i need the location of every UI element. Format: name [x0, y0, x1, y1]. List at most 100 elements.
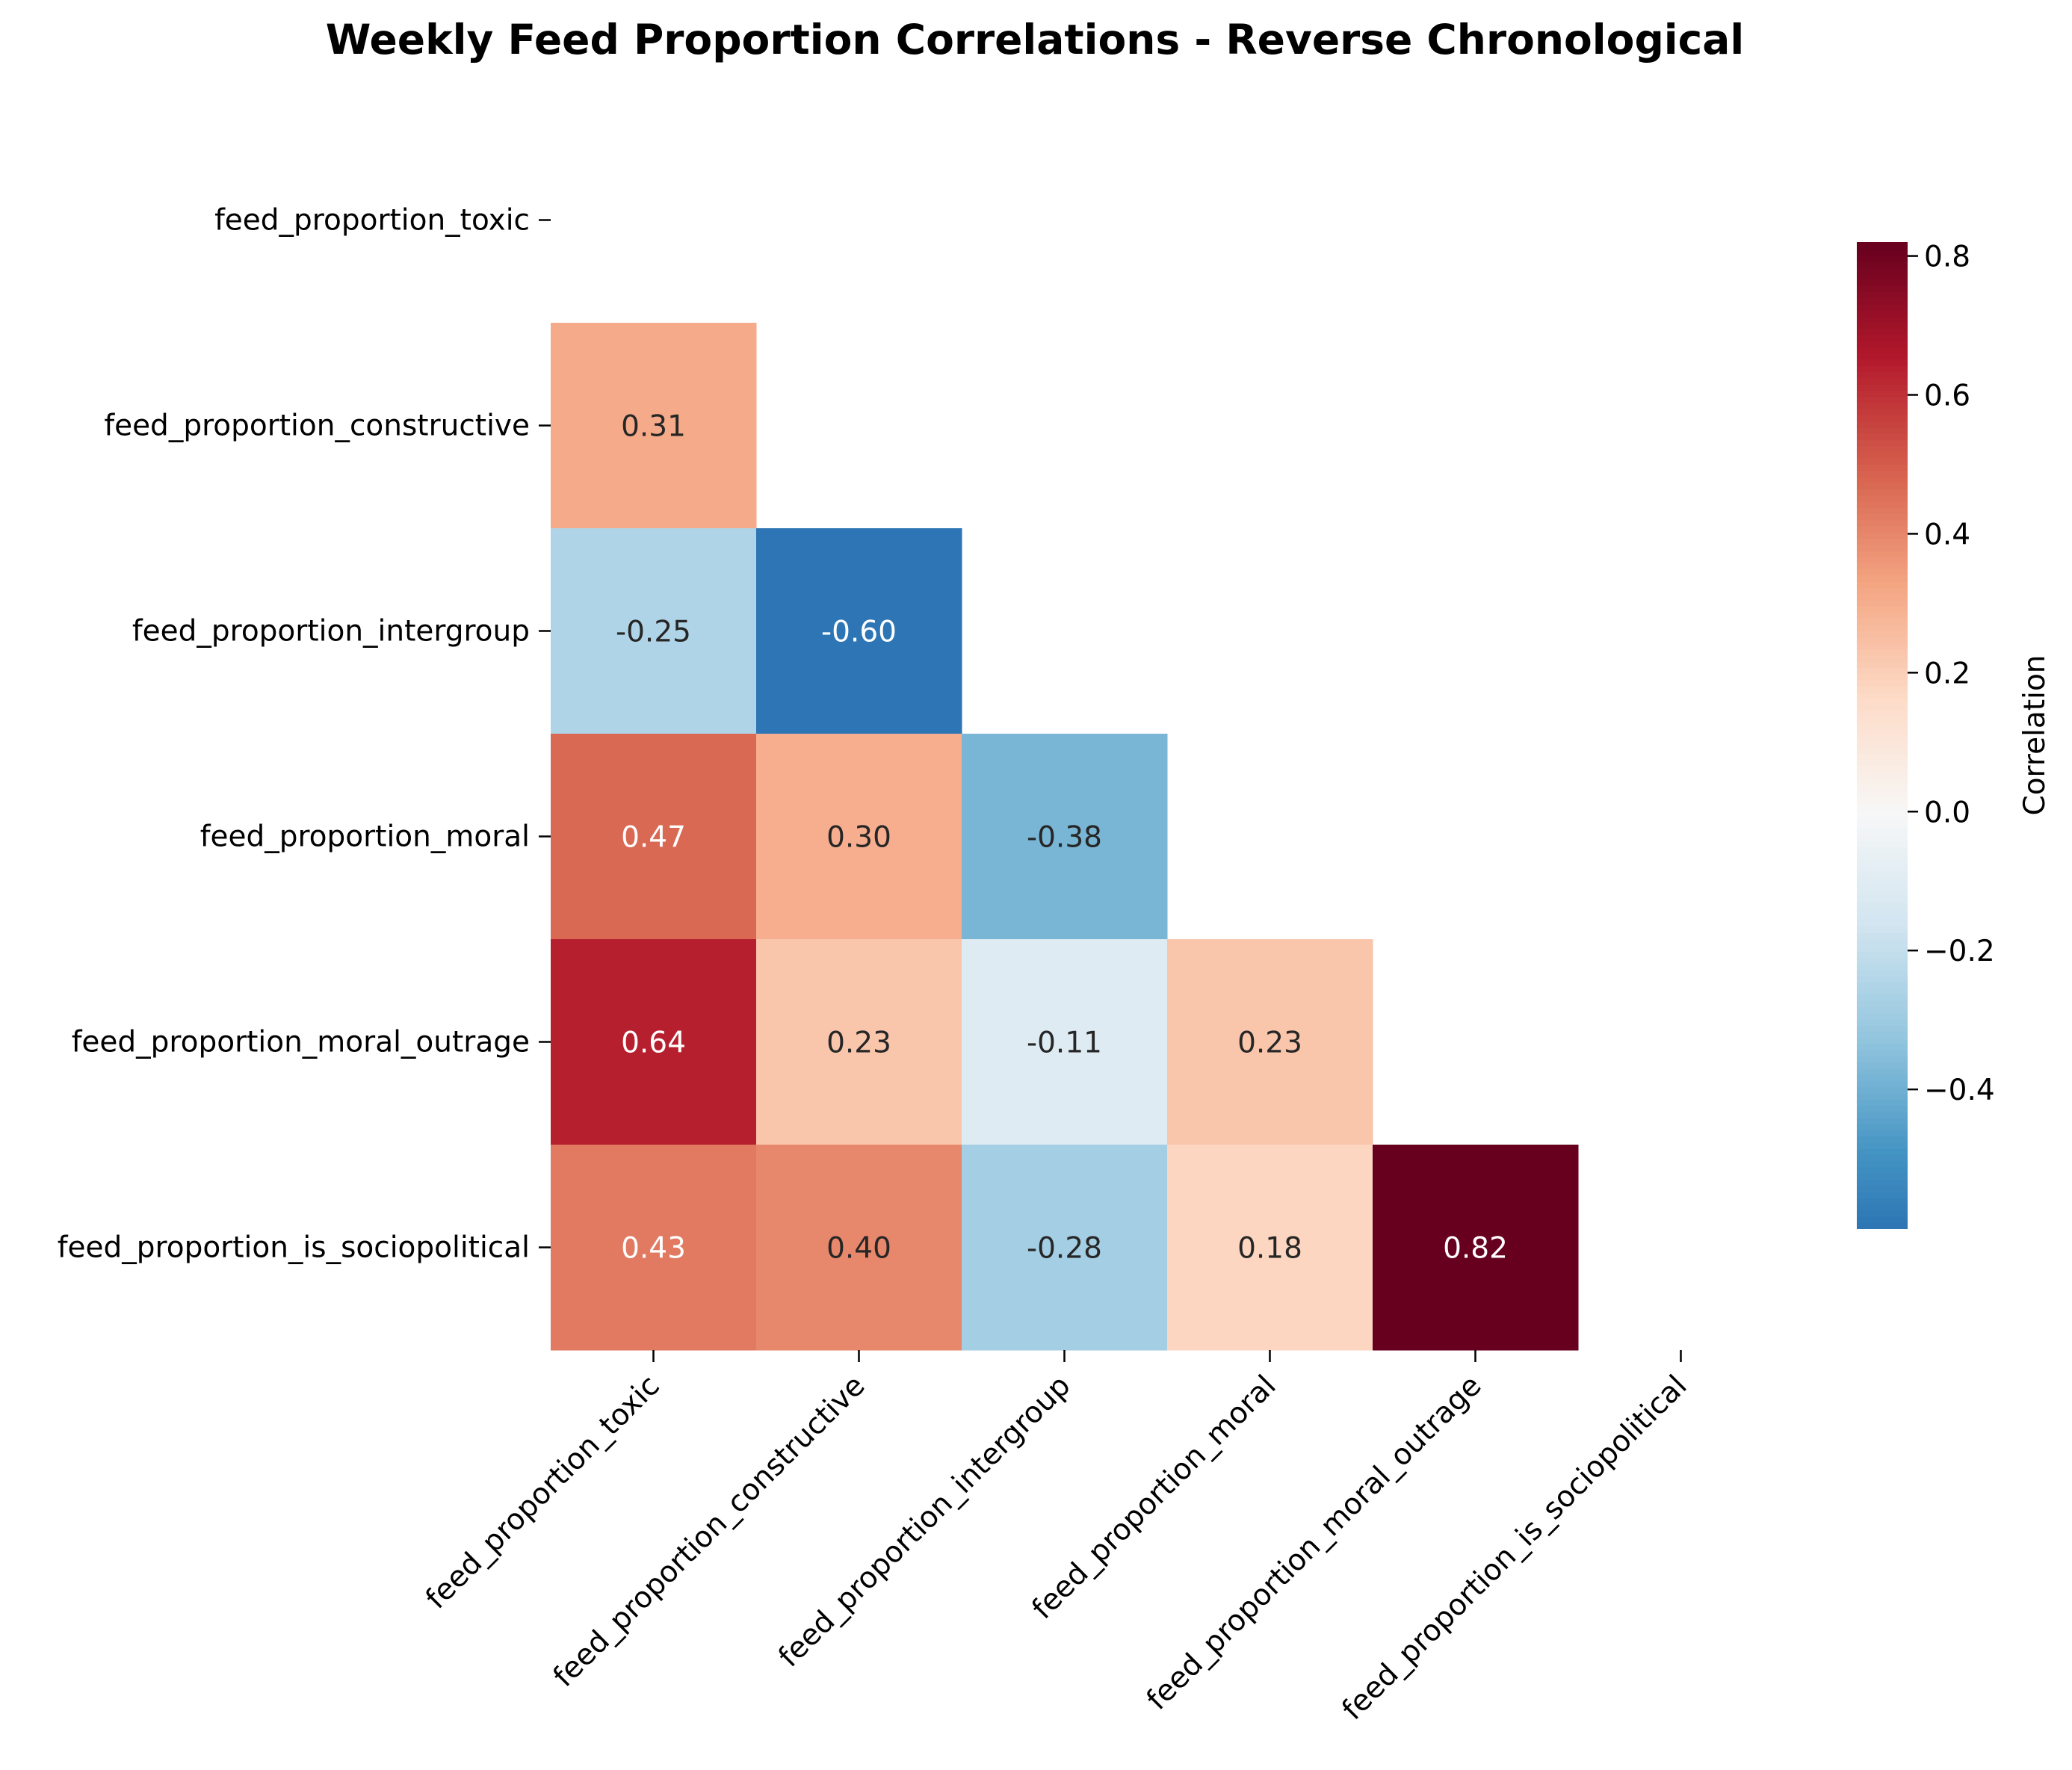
colorbar-slice — [1857, 599, 1908, 607]
y-tick-label: feed_proportion_moral — [200, 820, 530, 854]
cell-value-label: 0.23 — [826, 1027, 891, 1060]
colorbar-slice — [1857, 852, 1908, 859]
colorbar-slice — [1857, 932, 1908, 940]
y-tick-label: feed_proportion_moral_outrage — [72, 1026, 530, 1059]
cell-value-label: 0.43 — [621, 1232, 686, 1266]
colorbar-slice — [1857, 359, 1908, 366]
colorbar-tick-label: 0.8 — [1924, 241, 1970, 274]
colorbar-slice — [1857, 309, 1908, 317]
colorbar-slice — [1857, 1043, 1908, 1050]
colorbar-slice — [1857, 944, 1908, 952]
colorbar-slice — [1857, 267, 1908, 274]
colorbar-slice — [1857, 322, 1908, 329]
colorbar-slice — [1857, 1037, 1908, 1045]
colorbar-slice — [1857, 427, 1908, 434]
colorbar-slice — [1857, 402, 1908, 409]
cell-value-label: 0.18 — [1237, 1232, 1302, 1266]
colorbar-slice — [1857, 1006, 1908, 1014]
colorbar-slice — [1857, 593, 1908, 601]
colorbar-slice — [1857, 692, 1908, 699]
colorbar-tick-label: 0.6 — [1924, 380, 1970, 413]
cell-value-label: -0.60 — [821, 616, 897, 649]
heatmap-cell — [551, 734, 757, 940]
colorbar-slice — [1857, 834, 1908, 841]
colorbar-slice — [1857, 303, 1908, 311]
colorbar-slice — [1857, 377, 1908, 385]
cell-value-label: -0.28 — [1027, 1232, 1102, 1266]
colorbar-slice — [1857, 1024, 1908, 1032]
colorbar-slice — [1857, 365, 1908, 373]
cell-value-label: -0.38 — [1027, 821, 1102, 855]
colorbar-slice — [1857, 1142, 1908, 1149]
heatmap-cell — [551, 1145, 757, 1351]
colorbar-slice — [1857, 618, 1908, 625]
heatmap-cell — [1167, 939, 1373, 1145]
colorbar-slice — [1857, 1160, 1908, 1168]
colorbar-slice — [1857, 254, 1908, 262]
colorbar-slice — [1857, 661, 1908, 669]
colorbar-slice — [1857, 408, 1908, 415]
y-axis: feed_proportion_toxic feed_proportion_con… — [58, 204, 551, 1265]
colorbar-slice — [1857, 802, 1908, 810]
colorbar-slice — [1857, 883, 1908, 891]
colorbar-slice — [1857, 1154, 1908, 1162]
chart-title: Weekly Feed Proportion Correlations - Re… — [326, 16, 1744, 64]
colorbar-slice — [1857, 790, 1908, 798]
cell-value-label: 0.31 — [621, 410, 686, 444]
colorbar-slice — [1857, 1222, 1908, 1229]
heatmap-cell — [551, 323, 757, 529]
colorbar-slice — [1857, 1136, 1908, 1143]
colorbar-slice — [1857, 501, 1908, 508]
cell-value-label: 0.64 — [621, 1027, 686, 1060]
heatmap-cell — [756, 734, 962, 940]
colorbar-slice — [1857, 1130, 1908, 1137]
colorbar-slice — [1857, 778, 1908, 785]
colorbar-slice — [1857, 464, 1908, 471]
colorbar-slice — [1857, 1012, 1908, 1020]
x-tick-label: feed_proportion_toxic — [419, 1369, 666, 1615]
colorbar-slice — [1857, 260, 1908, 267]
cell-value-label: 0.23 — [1237, 1027, 1302, 1060]
heatmap-cell — [756, 939, 962, 1145]
colorbar-slice — [1857, 1117, 1908, 1124]
y-tick-label: feed_proportion_intergroup — [132, 615, 530, 649]
colorbar-slice — [1857, 273, 1908, 280]
colorbar-slice — [1857, 975, 1908, 983]
heatmap-cell — [1167, 1145, 1373, 1351]
colorbar-slice — [1857, 1086, 1908, 1094]
colorbar-slice — [1857, 1056, 1908, 1063]
colorbar-slice — [1857, 673, 1908, 681]
colorbar-slice — [1857, 704, 1908, 711]
cell-value-label: 0.40 — [826, 1232, 891, 1266]
colorbar-slice — [1857, 581, 1908, 588]
colorbar-slice — [1857, 476, 1908, 483]
colorbar-slice — [1857, 383, 1908, 391]
colorbar-slice — [1857, 1191, 1908, 1198]
colorbar-slice — [1857, 1049, 1908, 1056]
colorbar-slice — [1857, 328, 1908, 335]
heatmap-cell-labels: 0.31 -0.25 -0.60 0.47 0.30 -0.38 0.64 0.23 -0.11… — [616, 410, 1508, 1266]
colorbar-slice — [1857, 1000, 1908, 1007]
colorbar-slice — [1857, 895, 1908, 903]
colorbar-slice — [1857, 741, 1908, 749]
colorbar-slice — [1857, 846, 1908, 853]
colorbar-slice — [1857, 1166, 1908, 1174]
colorbar-slice — [1857, 415, 1908, 422]
colorbar-slice — [1857, 827, 1908, 835]
colorbar-slice — [1857, 1210, 1908, 1217]
colorbar-slice — [1857, 982, 1908, 989]
colorbar-slice — [1857, 1197, 1908, 1204]
heatmap-cell — [962, 734, 1168, 940]
colorbar-tick-label: 0.0 — [1924, 796, 1970, 829]
colorbar-slice — [1857, 753, 1908, 761]
colorbar-slice — [1857, 470, 1908, 477]
colorbar-slice — [1857, 1105, 1908, 1113]
colorbar-slice — [1857, 624, 1908, 631]
colorbar-slice — [1857, 316, 1908, 324]
colorbar-slice — [1857, 679, 1908, 687]
colorbar-slice — [1857, 445, 1908, 453]
colorbar-slice — [1857, 686, 1908, 693]
colorbar-slice — [1857, 1185, 1908, 1192]
colorbar-slice — [1857, 451, 1908, 459]
